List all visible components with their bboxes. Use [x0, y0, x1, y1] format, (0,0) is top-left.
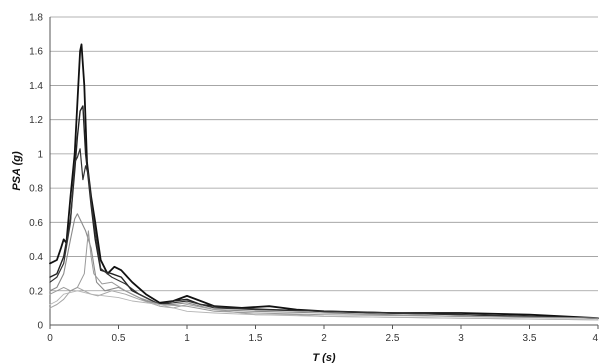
axes: [49, 17, 598, 326]
y-tick-label: 1.8: [29, 13, 43, 24]
x-axis-title: T (s): [312, 352, 336, 363]
y-tick-label: 0.6: [29, 218, 43, 229]
series-group: [49, 43, 599, 321]
y-tick-label: 1.4: [29, 81, 43, 92]
x-tick-label: 0: [47, 333, 53, 344]
x-tick-label: 1.5: [249, 333, 263, 344]
x-tick-label: 4: [592, 333, 598, 344]
x-tick-label: 2.5: [386, 333, 400, 344]
y-tick-label: 1.6: [29, 47, 43, 58]
x-tick-label: 3: [458, 333, 464, 344]
y-tick-label: 0: [37, 321, 43, 332]
y-tick-label: 1.2: [29, 115, 43, 126]
gridlines: [50, 16, 598, 292]
y-tick-label: 1: [37, 149, 43, 160]
series-line-4: [49, 213, 599, 319]
y-tick-labels: 0 0.2 0.4 0.6 0.8 1 1.2 1.4 1.6 1.8: [29, 13, 43, 332]
x-tick-label: 3.5: [523, 333, 537, 344]
series-line-2: [49, 105, 599, 319]
x-tick-label: 2: [321, 333, 327, 344]
series-line-7: [49, 290, 599, 321]
series-line-6: [49, 230, 599, 319]
y-axis-title: PSA (g): [11, 151, 23, 191]
x-tick-labels: 0 0.5 1 1.5 2 2.5 3 3.5 4: [47, 325, 599, 344]
x-tick-label: 0.5: [112, 333, 126, 344]
x-tick-label: 1: [184, 333, 190, 344]
series-line-1: [49, 43, 599, 320]
y-tick-label: 0.8: [29, 184, 43, 195]
series-line-3: [49, 148, 599, 319]
y-tick-label: 0.4: [29, 252, 43, 263]
y-tick-label: 0.2: [29, 286, 43, 297]
